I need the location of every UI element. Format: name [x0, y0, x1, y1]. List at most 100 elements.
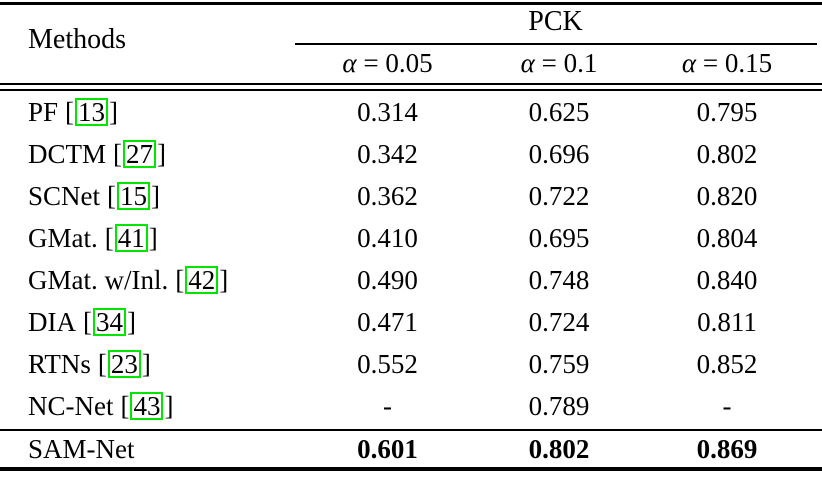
citation-link[interactable]: 15	[117, 181, 151, 210]
citation: [27]	[113, 139, 166, 169]
citation: [41]	[105, 223, 158, 253]
table-row-pf: PF[13] 0.314 0.625 0.795	[0, 91, 822, 133]
value-cell: 0.759	[528, 348, 590, 379]
alpha-value: = 0.05	[363, 48, 433, 78]
value-cell: 0.490	[357, 264, 418, 295]
value-cell: 0.811	[697, 306, 757, 337]
value-cell: 0.869	[696, 433, 758, 464]
pck-group-underline	[295, 43, 817, 45]
bracket-open: [	[83, 306, 92, 337]
column-header-alpha-015: α = 0.15	[643, 47, 811, 79]
bracket-close: ]	[148, 222, 158, 253]
citation-link[interactable]: 43	[130, 391, 164, 420]
header-double-rule	[0, 83, 822, 91]
citation-link[interactable]: 34	[93, 307, 126, 336]
bracket-open: [	[104, 222, 114, 253]
bracket-close: ]	[164, 390, 174, 421]
value-cell: -	[383, 390, 392, 421]
top-rule	[0, 2, 822, 5]
alpha-symbol: α	[520, 48, 535, 78]
value-cell: 0.724	[528, 306, 590, 337]
bracket-close: ]	[151, 180, 161, 211]
column-header-alpha-005: α = 0.05	[300, 47, 475, 79]
citation-link[interactable]: 13	[75, 97, 109, 126]
method-cell: DCTM[27]	[0, 139, 300, 170]
alpha-value: = 0.1	[541, 48, 598, 78]
value-cell: 0.852	[696, 348, 758, 379]
citation-link[interactable]: 27	[123, 139, 157, 168]
method-name: DCTM	[28, 138, 107, 169]
citation: [42]	[175, 265, 228, 295]
method-cell: RTNs[23]	[0, 349, 300, 380]
bracket-open: [	[113, 138, 123, 169]
methods-column-header: Methods	[28, 24, 126, 55]
bracket-close: ]	[127, 306, 136, 337]
bracket-open: [	[65, 96, 75, 127]
method-cell: GMat.[41]	[0, 223, 300, 254]
citation-link[interactable]: 41	[114, 223, 148, 252]
value-cell: 0.804	[696, 222, 758, 253]
value-cell: 0.552	[357, 348, 418, 379]
citation: [15]	[107, 181, 160, 211]
method-name: GMat. w/Inl.	[28, 264, 169, 295]
bracket-close: ]	[141, 348, 151, 379]
value-cell: 0.695	[528, 222, 590, 253]
value-cell: 0.362	[357, 180, 418, 211]
bracket-open: [	[97, 348, 107, 379]
value-cell: -	[722, 390, 732, 421]
value-cell: 0.820	[696, 180, 758, 211]
value-cell: 0.471	[357, 306, 418, 337]
bracket-open: [	[120, 390, 130, 421]
bracket-open: [	[107, 180, 117, 211]
citation-link[interactable]: 23	[107, 349, 141, 378]
method-cell: DIA[34]	[0, 307, 300, 338]
value-cell: 0.342	[357, 138, 418, 169]
pre-highlight-rule	[0, 429, 822, 431]
method-cell: PF[13]	[0, 97, 300, 128]
table-row-ncnet: NC-Net[43] - 0.789 -	[0, 385, 822, 427]
value-cell: 0.789	[528, 390, 590, 421]
pck-group-header: PCK	[528, 6, 583, 37]
alpha-symbol: α	[681, 48, 697, 78]
method-cell: SCNet[15]	[0, 181, 300, 212]
bracket-close: ]	[109, 96, 119, 127]
table-row-rtns: RTNs[23] 0.552 0.759 0.852	[0, 343, 822, 385]
bracket-close: ]	[219, 264, 229, 295]
citation-link[interactable]: 42	[185, 265, 219, 294]
table-row-gmat: GMat.[41] 0.410 0.695 0.804	[0, 217, 822, 259]
value-cell: 0.722	[528, 180, 590, 211]
table-row-scnet: SCNet[15] 0.362 0.722 0.820	[0, 175, 822, 217]
citation: [34]	[83, 307, 136, 337]
value-cell: 0.802	[528, 433, 590, 464]
citation: [13]	[65, 97, 118, 127]
method-name: PF	[28, 96, 59, 127]
method-name: NC-Net	[28, 390, 114, 421]
bottom-rule	[0, 467, 822, 471]
method-name: SCNet	[28, 180, 101, 211]
value-cell: 0.314	[357, 96, 418, 127]
citation: [43]	[120, 391, 173, 421]
alpha-subheader-row: α = 0.05 α = 0.1 α = 0.15	[300, 47, 811, 79]
alpha-symbol: α	[342, 48, 357, 78]
method-name: DIA	[28, 306, 76, 337]
table-row-dia: DIA[34] 0.471 0.724 0.811	[0, 301, 822, 343]
value-cell: 0.802	[696, 138, 758, 169]
value-cell: 0.748	[528, 264, 590, 295]
value-cell: 0.840	[696, 264, 758, 295]
value-cell: 0.795	[696, 96, 758, 127]
table-row-samnet: SAM-Net 0.601 0.802 0.869	[0, 431, 822, 467]
table-row-gmat-winl: GMat. w/Inl.[42] 0.490 0.748 0.840	[0, 259, 822, 301]
alpha-value: = 0.15	[702, 48, 773, 78]
bracket-close: ]	[157, 138, 167, 169]
method-cell: NC-Net[43]	[0, 391, 300, 422]
method-name: RTNs	[28, 348, 91, 379]
value-cell: 0.410	[357, 222, 418, 253]
method-name: GMat.	[28, 222, 98, 253]
bracket-open: [	[175, 264, 185, 295]
method-cell: SAM-Net	[28, 433, 135, 464]
value-cell: 0.696	[528, 138, 590, 169]
citation: [23]	[98, 349, 151, 379]
table-row-dctm: DCTM[27] 0.342 0.696 0.802	[0, 133, 822, 175]
value-cell: 0.625	[528, 96, 590, 127]
